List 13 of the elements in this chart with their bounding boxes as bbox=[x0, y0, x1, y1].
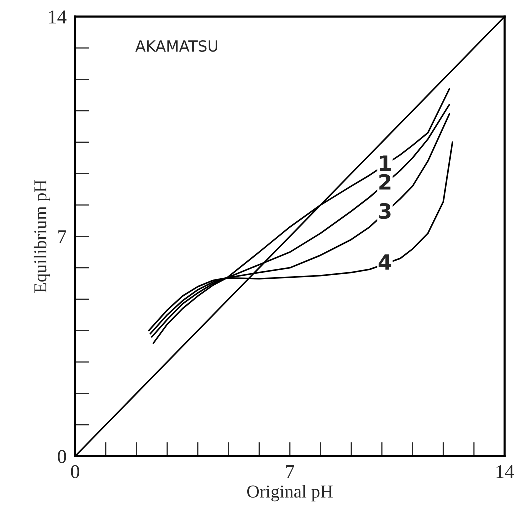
x-tick-label: 7 bbox=[286, 466, 294, 478]
series-label: 4 bbox=[378, 254, 392, 270]
x-tick-label: 0 bbox=[71, 465, 80, 478]
series-label: 1 bbox=[380, 156, 392, 171]
x-tick-label: 14 bbox=[496, 465, 514, 478]
y-tick-label: 7 bbox=[58, 230, 66, 244]
series-label: 2 bbox=[380, 174, 391, 190]
x-axis-title: Original pH bbox=[247, 485, 333, 502]
y-tick-label: 0 bbox=[58, 450, 66, 464]
annotation: AKAMATSU bbox=[136, 40, 218, 52]
series-label: 3 bbox=[379, 203, 391, 220]
y-axis-title: Equilibrium pH bbox=[34, 180, 50, 294]
y-tick-label: 14 bbox=[49, 10, 67, 24]
